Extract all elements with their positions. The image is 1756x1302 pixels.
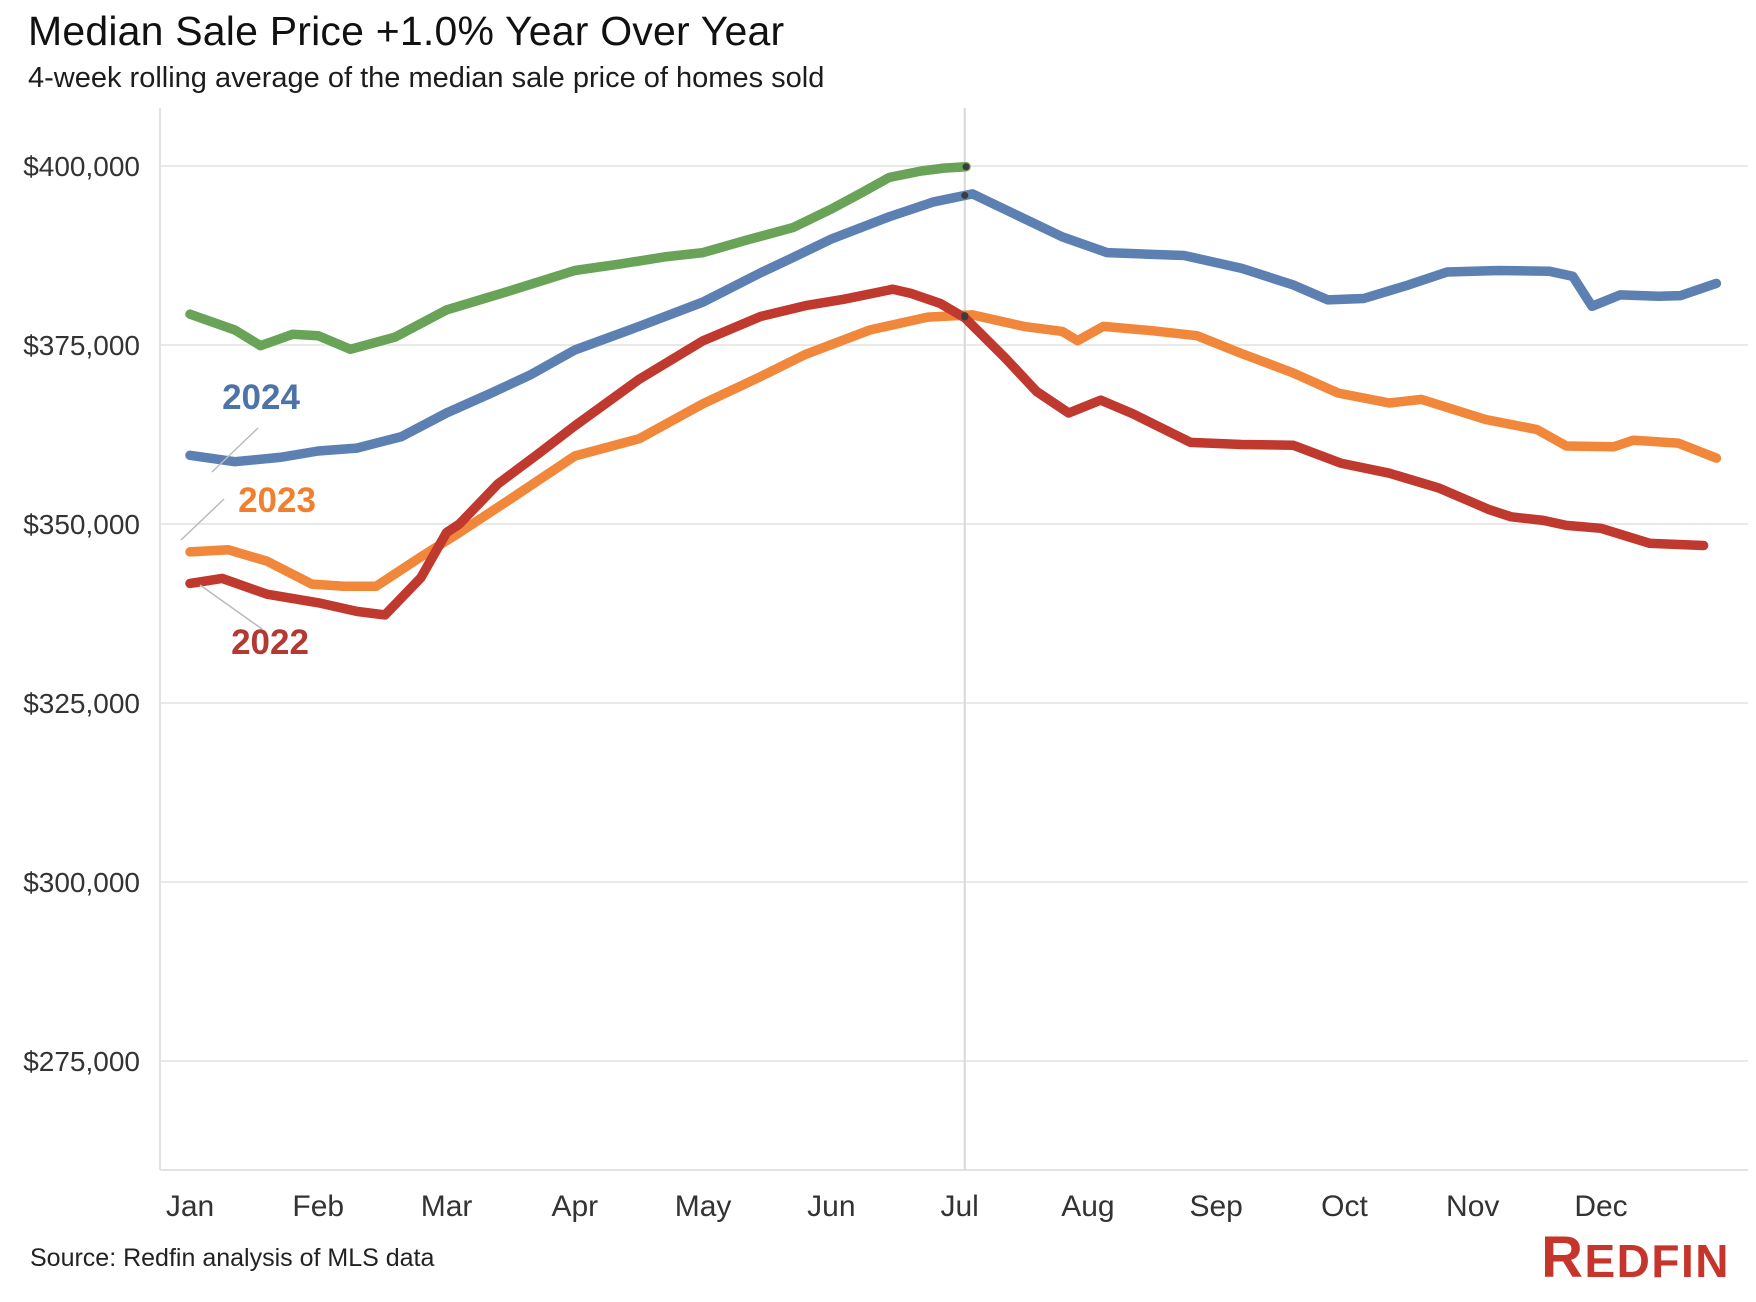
page-subtitle: 4-week rolling average of the median sal… (28, 62, 825, 94)
series-line-2022 (185, 284, 1709, 620)
label-leader-line (180, 498, 225, 541)
latest-value-dot-2025 (962, 163, 970, 171)
y-axis-tick-label: $325,000 (23, 688, 140, 719)
label-leader-line (199, 584, 263, 630)
x-axis-month-label: Jan (166, 1190, 214, 1223)
latest-value-dot-2024 (961, 191, 969, 199)
x-axis-month-label: Apr (551, 1190, 598, 1223)
x-axis-month-label: Mar (421, 1190, 473, 1223)
source-attribution: Source: Redfin analysis of MLS data (30, 1244, 435, 1272)
x-axis-month-label: Jul (940, 1190, 978, 1223)
y-axis-tick-label: $400,000 (23, 151, 140, 182)
page-title: Median Sale Price +1.0% Year Over Year (28, 8, 785, 54)
label-leader-line (211, 427, 259, 473)
x-axis-month-label: Feb (292, 1190, 344, 1223)
series-line-2024 (185, 189, 1722, 467)
redfin-logo-rest: EDFIN (1584, 1235, 1730, 1287)
x-axis-month-label: Aug (1061, 1190, 1114, 1223)
x-axis-month-label: Nov (1446, 1190, 1499, 1223)
series-year-label-2022: 2022 (231, 623, 309, 662)
series-line-2025 (185, 161, 971, 355)
x-axis-month-label: Jun (807, 1190, 855, 1223)
series-year-label-2024: 2024 (222, 378, 300, 417)
redfin-logo: REDFIN (1541, 1228, 1730, 1302)
x-axis-month-label: Dec (1574, 1190, 1627, 1223)
y-axis-tick-label: $300,000 (23, 867, 140, 898)
y-axis-tick-label: $275,000 (23, 1046, 140, 1077)
y-axis-tick-label: $350,000 (23, 509, 140, 540)
x-axis-month-label: Oct (1321, 1190, 1368, 1223)
series-year-label-2023: 2023 (238, 481, 316, 520)
x-axis-month-label: May (675, 1190, 732, 1223)
x-axis-month-label: Sep (1189, 1190, 1242, 1223)
latest-value-dot-2022 (961, 313, 969, 321)
redfin-logo-first-letter: R (1541, 1225, 1585, 1290)
series-line-2023 (185, 310, 1722, 592)
y-axis-tick-label: $375,000 (23, 330, 140, 361)
